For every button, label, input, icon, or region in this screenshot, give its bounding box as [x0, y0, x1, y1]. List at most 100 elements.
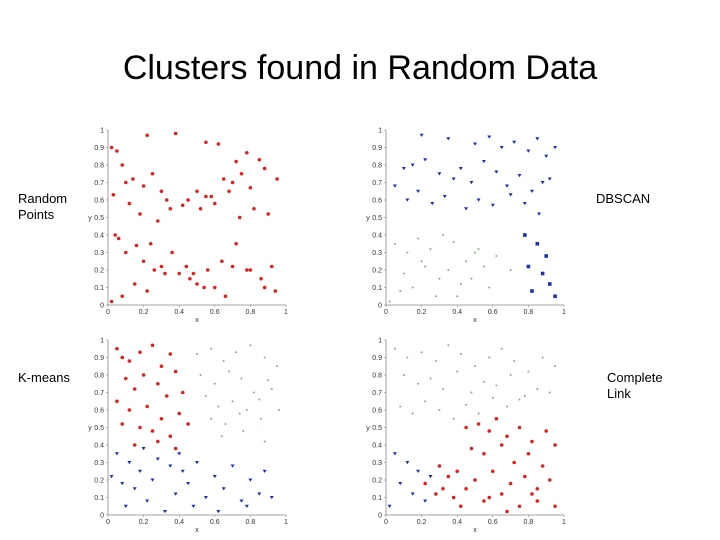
data-point [517, 174, 522, 178]
y-tick-label: 0.7 [372, 390, 382, 397]
data-point [429, 248, 432, 250]
y-tick-label: 1 [378, 128, 382, 135]
y-tick-label: 0.5 [372, 425, 382, 432]
data-point [518, 398, 521, 401]
data-point [553, 294, 557, 299]
data-point [441, 388, 444, 390]
data-point [191, 271, 196, 276]
data-point [249, 344, 252, 347]
y-tick-label: 0.1 [94, 495, 104, 502]
y-tick-label: 0.2 [94, 478, 104, 485]
data-point [180, 203, 185, 208]
data-point [424, 265, 427, 268]
data-point [495, 384, 498, 387]
data-point [127, 201, 132, 206]
data-point [141, 373, 146, 377]
y-tick-label: 0 [378, 303, 382, 310]
data-point [245, 409, 248, 411]
y-tick-label: 0.9 [94, 355, 104, 362]
data-point [168, 352, 173, 356]
data-point [198, 206, 203, 211]
data-point [156, 381, 160, 386]
data-point [399, 290, 402, 292]
data-point [419, 133, 424, 138]
data-point [477, 248, 480, 250]
y-tick-label: 0.2 [94, 268, 104, 275]
x-tick-label: 0.6 [210, 309, 220, 316]
data-point [459, 353, 462, 355]
scatter-plot-kmeans: 0 0.1 0.2 0.3 0.4 0.5 0.6 0.7 0.8 0.9 1 0 0.2 0.4 0.6 0… [88, 338, 288, 535]
data-point [257, 157, 262, 162]
data-point [540, 271, 545, 276]
x-tick-label: 0.6 [488, 309, 498, 316]
data-point [270, 388, 273, 390]
data-point [186, 422, 190, 426]
data-point [168, 464, 173, 468]
data-point [424, 400, 427, 403]
data-point [262, 469, 267, 474]
data-point [148, 241, 153, 246]
y-tick-label: 0.3 [372, 460, 382, 467]
data-point [204, 140, 208, 145]
data-point [115, 399, 119, 404]
data-point [263, 356, 266, 359]
y-tick-label: 0.6 [372, 198, 382, 205]
data-point [535, 137, 540, 141]
data-point [150, 171, 155, 176]
data-point [186, 482, 191, 486]
data-point [212, 475, 217, 479]
data-point [482, 499, 486, 503]
data-point [227, 189, 231, 194]
data-point [191, 504, 196, 509]
data-point [392, 184, 397, 188]
data-point [500, 347, 503, 350]
data-point [245, 268, 249, 272]
data-point [512, 140, 517, 145]
data-point [276, 365, 279, 368]
data-point [393, 242, 396, 245]
data-point [109, 299, 114, 304]
data-point [145, 499, 150, 503]
data-point [273, 289, 278, 293]
data-point [195, 282, 199, 286]
data-point [405, 198, 410, 202]
data-point [111, 192, 116, 197]
data-point [464, 486, 468, 491]
data-point [491, 469, 495, 474]
data-point [517, 504, 522, 509]
y-tick-label: 0.4 [94, 443, 104, 450]
data-point [505, 509, 509, 514]
data-point [115, 149, 119, 153]
x-tick-label: 0.4 [452, 519, 462, 526]
data-point [488, 356, 491, 359]
data-point [477, 412, 480, 415]
data-point [547, 177, 552, 181]
data-point [423, 499, 428, 503]
data-point [505, 184, 510, 188]
data-point [411, 412, 414, 415]
label-complete-link-line1: Complete [607, 370, 663, 385]
data-point [186, 198, 190, 202]
data-point [499, 492, 504, 496]
data-point [437, 464, 442, 468]
data-point [512, 460, 516, 465]
y-tick-label: 0.3 [94, 250, 104, 257]
data-point [410, 163, 415, 167]
y-tick-label: 0.6 [94, 198, 104, 205]
y-tick-label: 0 [100, 303, 104, 310]
data-point [553, 504, 557, 509]
data-point [438, 409, 441, 411]
data-point [173, 369, 178, 374]
data-point [205, 268, 210, 272]
data-point [455, 469, 459, 474]
data-point [446, 137, 451, 141]
data-point [434, 360, 437, 362]
y-tick-label: 0.8 [94, 373, 104, 380]
data-point [177, 271, 181, 276]
data-point [487, 135, 492, 139]
data-point [159, 189, 164, 194]
data-point [423, 158, 428, 162]
data-point [238, 412, 241, 415]
x-tick-label: 1 [562, 309, 566, 316]
y-tick-label: 0.7 [94, 180, 104, 187]
